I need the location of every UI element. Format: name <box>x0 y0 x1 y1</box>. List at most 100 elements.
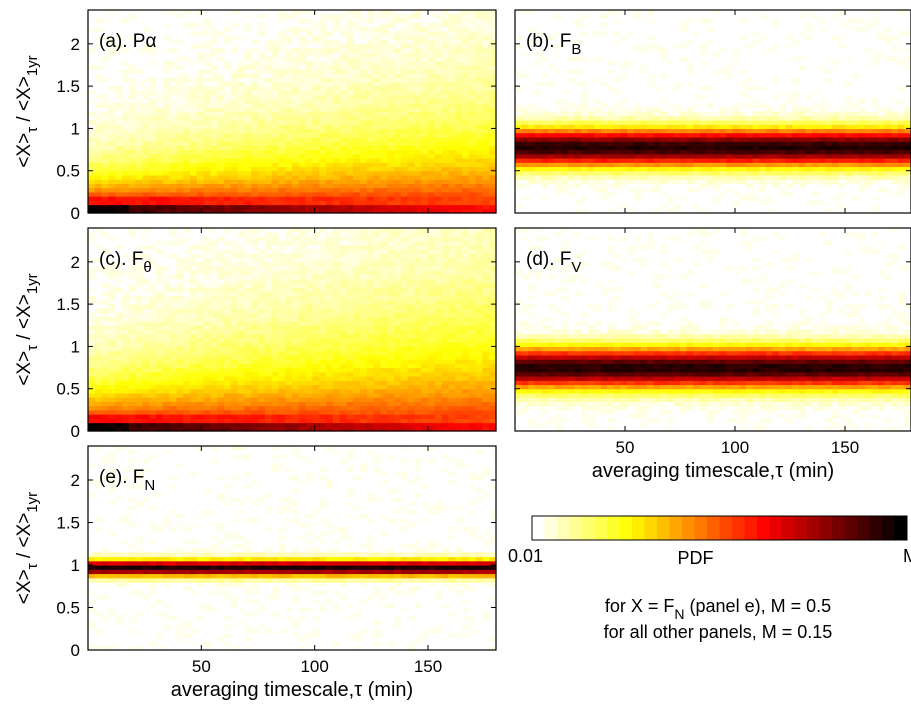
heatmap-cell <box>739 81 747 87</box>
heatmap-cell <box>680 124 688 130</box>
heatmap-cell <box>292 90 300 96</box>
heatmap-cell <box>548 136 556 142</box>
heatmap-cell <box>258 354 266 360</box>
heatmap-cell <box>541 115 549 121</box>
heatmap-cell <box>305 69 313 75</box>
heatmap-cell <box>230 418 239 424</box>
heatmap-cell <box>210 337 218 343</box>
heatmap-cell <box>574 149 582 155</box>
heatmap-cell <box>614 145 622 151</box>
heatmap-cell <box>387 64 395 70</box>
heatmap-cell <box>600 81 608 87</box>
heatmap-cell <box>515 107 523 113</box>
heatmap-cell <box>312 26 320 32</box>
heatmap-cell <box>772 145 780 151</box>
heatmap-cell <box>561 149 569 155</box>
heatmap-cell <box>614 166 622 172</box>
heatmap-cell <box>380 14 388 20</box>
heatmap-cell <box>567 103 575 108</box>
heatmap-cell <box>149 337 157 343</box>
heatmap-cell <box>128 77 137 83</box>
heatmap-cell <box>251 174 259 180</box>
heatmap-cell <box>319 119 327 125</box>
heatmap-cell <box>434 35 443 41</box>
heatmap-cell <box>475 86 483 91</box>
heatmap-cell <box>88 337 96 343</box>
heatmap-cell <box>101 35 109 41</box>
heatmap-cell <box>196 52 205 58</box>
heatmap-cell <box>380 124 388 130</box>
heatmap-cell <box>101 367 109 373</box>
heatmap-cell <box>805 149 813 155</box>
heatmap-cell <box>176 196 184 201</box>
heatmap-cell <box>765 145 773 151</box>
heatmap-cell <box>149 77 157 83</box>
heatmap-cell <box>838 204 846 210</box>
heatmap-cell <box>407 94 415 100</box>
heatmap-cell <box>752 158 760 163</box>
heatmap-cell <box>319 174 327 180</box>
heatmap-cell <box>884 187 892 193</box>
heatmap-cell <box>752 153 760 159</box>
heatmap-cell <box>88 183 96 189</box>
heatmap-cell <box>633 132 641 138</box>
heatmap-cell <box>251 158 259 163</box>
heatmap-cell <box>210 174 218 180</box>
heatmap-cell <box>128 187 137 193</box>
heatmap-cell <box>831 179 839 184</box>
heatmap-cell <box>230 119 239 125</box>
heatmap-cell <box>373 183 381 189</box>
heatmap-cell <box>244 337 252 343</box>
heatmap-cell <box>183 414 191 419</box>
heatmap-cell <box>686 18 694 24</box>
heatmap-cell <box>176 90 184 96</box>
heatmap-cell <box>203 98 211 104</box>
heatmap-cell <box>845 162 853 168</box>
heatmap-cell <box>561 145 569 151</box>
heatmap-cell <box>798 158 806 163</box>
heatmap-cell <box>108 342 116 348</box>
heatmap-cell <box>387 111 395 117</box>
heatmap-cell <box>264 132 273 138</box>
heatmap-cell <box>298 77 307 83</box>
heatmap-cell <box>878 145 886 151</box>
heatmap-cell <box>448 60 456 66</box>
heatmap-cell <box>271 153 279 159</box>
heatmap-cell <box>251 179 259 184</box>
heatmap-cell <box>633 179 641 184</box>
heatmap-cell <box>660 73 668 79</box>
heatmap-cell <box>101 363 109 369</box>
heatmap-cell <box>380 52 388 58</box>
heatmap-cell <box>798 141 806 146</box>
heatmap-cell <box>237 73 245 79</box>
heatmap-cell <box>319 31 327 36</box>
heatmap-cell <box>699 158 707 163</box>
heatmap-cell <box>128 346 137 352</box>
heatmap-cell <box>115 333 123 339</box>
heatmap-cell <box>217 107 225 113</box>
heatmap-cell <box>489 200 497 206</box>
heatmap-cell <box>108 354 116 360</box>
heatmap-cell <box>142 236 150 242</box>
heatmap-cell <box>660 111 668 117</box>
heatmap-cell <box>594 174 602 180</box>
heatmap-cell <box>475 81 483 87</box>
heatmap-cell <box>217 236 225 242</box>
heatmap-cell <box>122 183 130 189</box>
heatmap-cell <box>366 149 375 155</box>
heatmap-cell <box>614 119 622 125</box>
heatmap-cell <box>353 43 361 49</box>
heatmap-cell <box>428 35 436 41</box>
heatmap-cell <box>732 115 740 121</box>
heatmap-cell <box>607 107 615 113</box>
heatmap-cell <box>561 128 569 134</box>
heatmap-cell <box>224 187 232 193</box>
heatmap-cell <box>176 128 184 134</box>
heatmap-cell <box>838 10 846 15</box>
heatmap-cell <box>462 136 470 142</box>
heatmap-cell <box>88 388 96 394</box>
heatmap-cell <box>400 174 409 180</box>
heatmap-cell <box>128 376 137 381</box>
heatmap-cell <box>528 111 536 117</box>
heatmap-cell <box>169 115 177 121</box>
